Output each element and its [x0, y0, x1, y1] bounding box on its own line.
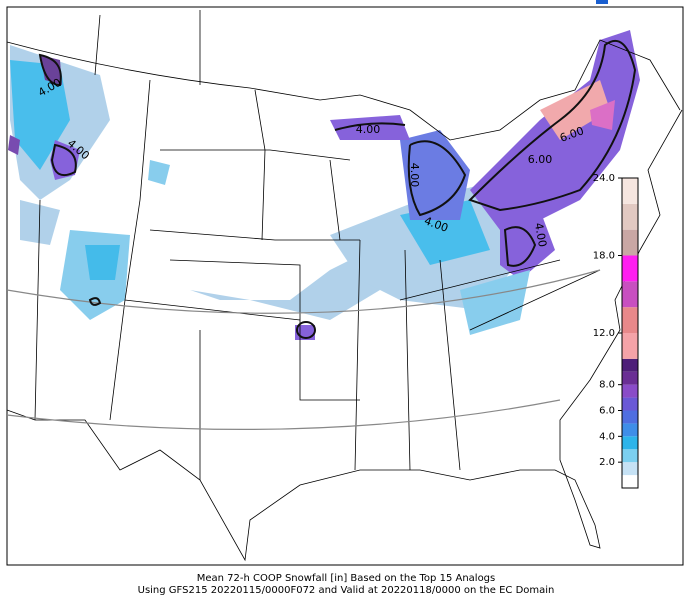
colorbar-band — [622, 203, 638, 230]
colorbar-band — [622, 371, 638, 385]
colorbar-band — [622, 397, 638, 411]
colorbar-band — [622, 384, 638, 398]
snowfall-field — [8, 30, 640, 340]
colorbar-band — [622, 410, 638, 424]
contours — [38, 39, 637, 339]
colorbar-band — [622, 255, 638, 282]
colorbar: 2.0 4.0 6.0 8.0 12.0 18.0 24.0 — [593, 173, 639, 489]
colorbar-tick-label: 6.0 — [599, 406, 615, 417]
colorbar-band — [622, 229, 638, 256]
legend-checkbox — [596, 0, 608, 4]
colorbar-tick-label: 4.0 — [599, 431, 615, 442]
colorbar-band — [622, 462, 638, 476]
colorbar-tick-label: 18.0 — [593, 251, 615, 262]
colorbar-band — [622, 436, 638, 450]
colorbar-band — [622, 475, 638, 488]
colorbar-tick-label: 2.0 — [599, 457, 615, 468]
colorbar-band — [622, 281, 638, 308]
colorbar-tick-label: 8.0 — [599, 380, 615, 391]
contour-label: 4.00 — [408, 163, 421, 188]
colorbar-band — [622, 178, 638, 204]
colorbar-band — [622, 423, 638, 437]
caption-line: Using GFS215 20220115/0000F072 and Valid… — [138, 585, 555, 596]
colorbar-band — [622, 333, 638, 359]
colorbar-band — [622, 358, 638, 372]
contour-label: 4.00 — [356, 123, 381, 136]
contour-label: 4.00 — [532, 222, 549, 248]
caption-line: Mean 72-h COOP Snowfall [in] Based on th… — [197, 573, 496, 584]
contour-label: 6.00 — [528, 153, 553, 166]
colorbar-band — [622, 449, 638, 463]
colorbar-tick-label: 12.0 — [593, 328, 615, 339]
colorbar-tick-label: 24.0 — [593, 173, 615, 184]
colorbar-band — [622, 307, 638, 333]
boundaries — [6, 10, 683, 562]
